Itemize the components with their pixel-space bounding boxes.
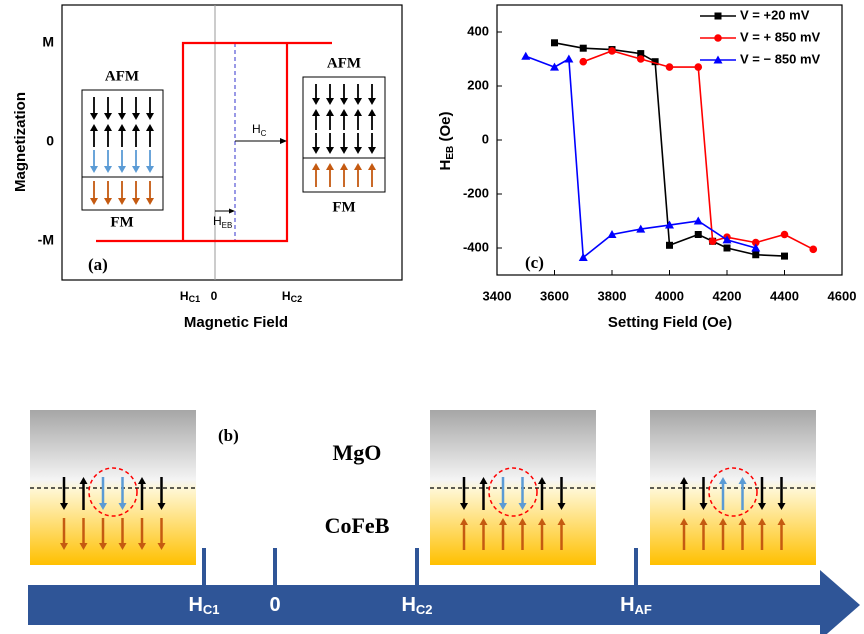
x-title: Magnetic Field [184,314,288,331]
y-label: -M [38,232,54,248]
y-tick-label: -400 [463,239,489,254]
afm-label: AFM [105,68,139,84]
marker [666,63,674,71]
arrow-head [229,209,235,214]
label-sub: C1 [203,602,220,617]
y-title: Magnetization [12,92,29,192]
fm-label: FM [332,199,355,215]
marker [709,237,717,245]
marker [715,13,722,20]
label-main: H [401,594,415,616]
x-label: HC1 [180,289,200,304]
axis-label: 0 [269,594,280,616]
y-title: HEB (Oe) [437,112,456,171]
x-tick-label: 3400 [483,288,512,303]
marker [714,34,722,42]
x-tick-label: 3600 [540,288,569,303]
layer-label: CoFeB [325,513,390,538]
marker [781,231,789,239]
y-tick-label: 200 [467,77,489,92]
x-title: Setting Field (Oe) [608,314,732,331]
panel-label: (b) [218,426,239,445]
label-sub: AF [635,602,652,617]
legend-label: V = +20 mV [740,7,810,22]
y-label: M [42,34,54,50]
label-main: H [620,594,634,616]
x-tick-label: 4400 [770,288,799,303]
y-tick-label: 0 [482,131,489,146]
x-tick-label: 4200 [713,288,742,303]
marker [724,245,731,252]
marker [752,251,759,258]
hc-label: HC [252,122,267,138]
marker [637,55,645,63]
marker [551,39,558,46]
label-main: H [188,594,202,616]
legend-label: V = + 850 mV [740,29,821,44]
plot-frame [497,5,842,275]
marker [781,253,788,260]
marker [666,242,673,249]
panel-label: (c) [525,253,544,272]
y-tick-label: 400 [467,23,489,38]
marker [695,231,702,238]
fm-label: FM [110,214,133,230]
marker [564,55,573,63]
marker [580,45,587,52]
field-axis [28,570,860,634]
y-label: 0 [46,133,54,149]
heb-label: HEB [213,214,232,230]
figure: (a) Magnetization Magnetic Field M 0 -M … [0,0,864,634]
marker [521,52,530,60]
afm-label: AFM [327,55,361,71]
x-tick-label: 4600 [828,288,857,303]
panel-label: (a) [88,255,108,274]
x-label: HC2 [282,289,302,304]
x-label: 0 [211,289,218,303]
legend-label: V = − 850 mV [740,51,821,66]
marker [694,217,703,225]
label-sub: C2 [416,602,433,617]
x-tick-label: 3800 [598,288,627,303]
marker [694,63,702,71]
x-tick-label: 4000 [655,288,684,303]
marker [579,58,587,66]
label-main: 0 [269,594,280,616]
marker [608,47,616,55]
layer-label: MgO [333,440,382,465]
marker [809,246,817,254]
y-tick-label: -200 [463,185,489,200]
